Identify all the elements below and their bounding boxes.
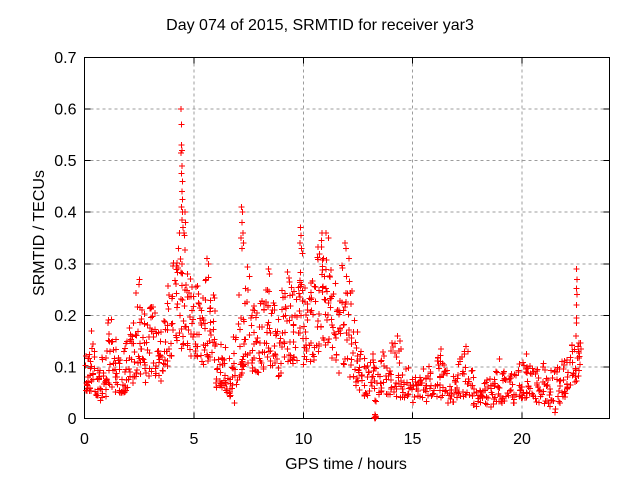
x-tick-label: 15 [404, 431, 422, 448]
x-axis-label: GPS time / hours [285, 456, 407, 473]
y-tick-label: 0.3 [54, 257, 76, 274]
tick-labels: 0 5 10 15 20 0 0.1 0.2 0.3 0.4 0.5 0.6 0.7 [54, 50, 531, 448]
chart-title: Day 074 of 2015, SRMTID for receiver yar… [166, 17, 474, 34]
plot-border [84, 57, 610, 419]
x-tick-label: 0 [80, 431, 89, 448]
y-tick-label: 0.7 [54, 50, 76, 67]
y-axis-label: SRMTID / TECUs [31, 170, 48, 296]
x-tick-label: 10 [295, 431, 313, 448]
y-tick-label: 0.4 [54, 205, 76, 222]
gridlines [84, 57, 610, 419]
y-tick-label: 0 [68, 411, 77, 428]
y-tick-label: 0.1 [54, 360, 76, 377]
y-tick-label: 0.5 [54, 153, 76, 170]
data-points [82, 106, 584, 422]
y-tick-label: 0.6 [54, 102, 76, 119]
x-tick-label: 5 [190, 431, 199, 448]
y-tick-label: 0.2 [54, 308, 76, 325]
x-tick-label: 20 [513, 431, 531, 448]
